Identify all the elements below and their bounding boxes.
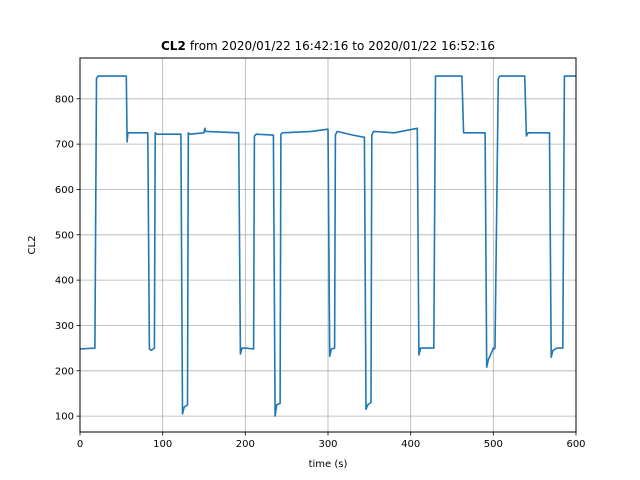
x-tick-label-6: 600 bbox=[566, 439, 585, 450]
x-tick-label-5: 500 bbox=[484, 439, 503, 450]
y-tick-label-1: 200 bbox=[55, 366, 74, 377]
x-axis: 0 100 200 300 400 500 600 bbox=[77, 432, 586, 450]
x-tick-label-4: 400 bbox=[401, 439, 420, 450]
y-tick-label-2: 300 bbox=[55, 321, 74, 332]
chart-title: CL2 from 2020/01/22 16:42:16 to 2020/01/2… bbox=[161, 39, 495, 53]
y-axis: 100 200 300 400 500 600 700 800 bbox=[55, 94, 80, 423]
y-axis-label: CL2 bbox=[27, 236, 38, 255]
series-line-0 bbox=[79, 75, 576, 417]
x-tick-label-3: 300 bbox=[318, 439, 337, 450]
x-tick-label-0: 0 bbox=[77, 439, 83, 450]
y-tick-label-6: 700 bbox=[55, 140, 74, 151]
chart-title-bold: CL2 bbox=[161, 39, 186, 53]
y-tick-label-3: 400 bbox=[55, 276, 74, 287]
series-group bbox=[79, 75, 576, 417]
chart-title-rest: from 2020/01/22 16:42:16 to 2020/01/22 1… bbox=[190, 39, 495, 53]
y-tick-label-7: 800 bbox=[55, 94, 74, 105]
x-tick-label-2: 200 bbox=[236, 439, 255, 450]
x-axis-label: time (s) bbox=[309, 459, 348, 470]
y-tick-label-0: 100 bbox=[55, 412, 74, 423]
y-tick-label-4: 500 bbox=[55, 230, 74, 241]
y-tick-label-5: 600 bbox=[55, 185, 74, 196]
x-tick-label-1: 100 bbox=[153, 439, 172, 450]
